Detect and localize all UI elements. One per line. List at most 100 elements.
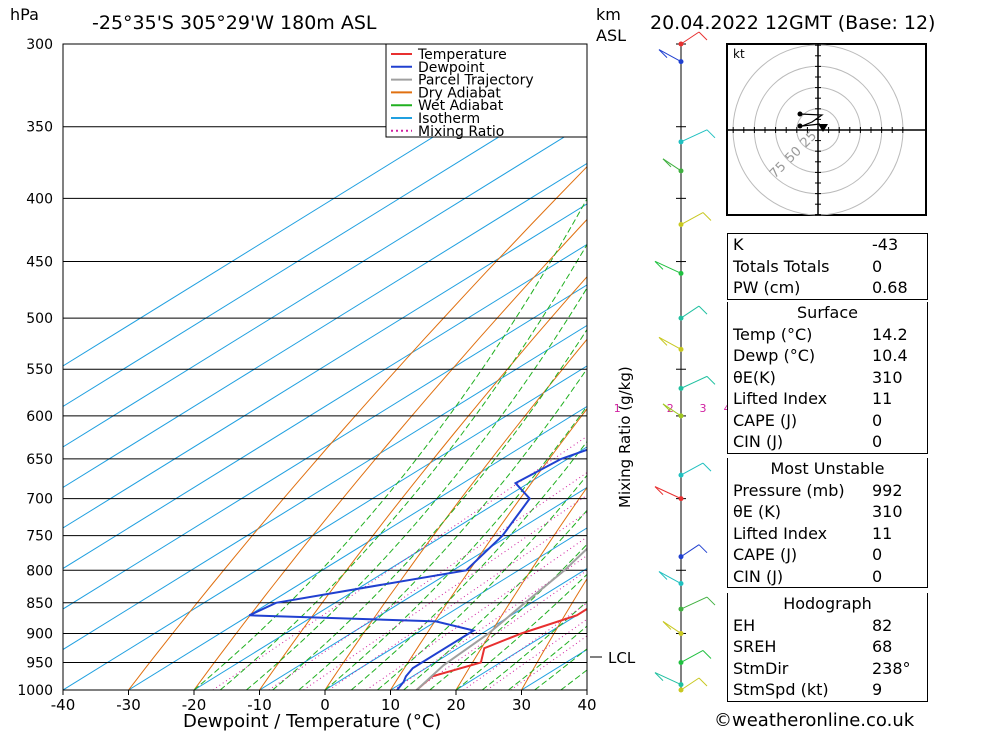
isotherm-line [324, 527, 587, 690]
mixing-ratio-line [486, 618, 587, 690]
stat-label: Temp (°C) [733, 324, 813, 344]
wind-barb [654, 260, 682, 274]
x-tick-label: -40 [51, 696, 76, 714]
stat-label: CAPE (J) [733, 410, 798, 430]
mixing-ratio-line [328, 511, 587, 690]
stat-value: 0 [872, 256, 883, 276]
wind-barb [680, 677, 700, 691]
wind-level-dot [678, 59, 684, 65]
stat-value: 11 [872, 389, 893, 409]
x-tick-label: 30 [512, 696, 531, 714]
stat-value: 310 [872, 367, 903, 387]
stat-label: PW (cm) [733, 278, 801, 298]
pressure-tick-label: 550 [26, 362, 53, 378]
location-title: -25°35'S 305°29'W 180m ASL [92, 12, 377, 34]
wind-barb [662, 158, 682, 172]
copyright: ©weatheronline.co.uk [714, 710, 915, 731]
wind-barb-flag [662, 621, 672, 630]
isotherm-line [63, 365, 587, 690]
wind-barb-flag [654, 260, 664, 270]
stat-row: CIN (J) 0 [728, 431, 927, 453]
pressure-tick-label: 450 [26, 255, 53, 271]
dry-adiabat-line [193, 218, 587, 690]
x-axis-title: Dewpoint / Temperature (°C) [183, 711, 441, 732]
wind-barb [680, 375, 708, 389]
wind-barb [680, 305, 700, 319]
x-tick-label: 20 [446, 696, 465, 714]
legend-label: Isotherm [418, 111, 480, 127]
section-title: Hodograph [783, 594, 872, 613]
stat-row: θE (K) 310 [728, 501, 927, 523]
stat-row: CAPE (J) 0 [728, 410, 927, 432]
height-axis [654, 31, 716, 693]
isotherm-line [63, 324, 587, 651]
mixing-ratio-label: 1 [614, 402, 621, 415]
stat-label: CIN (J) [733, 432, 784, 452]
stat-label: θE (K) [733, 502, 781, 522]
hodograph-stats-panel: Hodograph EH 82 SREH 68 StmDir 238° StmSpd (kt)… [727, 593, 928, 702]
stat-label: CAPE (J) [733, 545, 798, 565]
indices-panel: K -43 Totals Totals 0 PW (cm) 0.68 [727, 233, 928, 300]
isotherm-line [259, 486, 587, 690]
stat-row: StmDir 238° [728, 658, 927, 680]
x-tick-label: -20 [182, 696, 207, 714]
stat-row: θE(K) 310 [728, 367, 927, 389]
pressure-tick-label: 600 [26, 409, 53, 425]
wind-barb [680, 596, 708, 610]
stat-label: CIN (J) [733, 566, 784, 586]
wind-barb [680, 650, 704, 663]
wind-barb [662, 403, 682, 417]
pressure-tick-label: 350 [26, 120, 53, 136]
surface-panel: Surface Temp (°C) 14.2 Dewp (°C) 10.4 θE(K) 31… [727, 302, 928, 454]
lcl-label: LCL [608, 649, 636, 667]
most-unstable-panel: Most Unstable Pressure (mb) 992 θE (K) 310 Li… [727, 458, 928, 588]
wet-adiabat-line [324, 405, 587, 690]
legend-label: Wet Adiabat [418, 98, 504, 114]
wind-barb-flag [698, 677, 708, 687]
section-title: Surface [797, 303, 858, 322]
stat-value: 310 [872, 502, 903, 522]
wind-barb-flag [706, 376, 716, 385]
mixing-ratio-line [212, 435, 587, 690]
wind-barb-flag [662, 158, 672, 168]
wind-barb-flag [654, 486, 664, 495]
stat-row: StmSpd (kt) 9 [728, 679, 927, 701]
isotherm-line [63, 81, 587, 408]
series-temperature [416, 607, 587, 690]
x-tick-label: 40 [577, 696, 596, 714]
stat-row: Temp (°C) 14.2 [728, 324, 927, 346]
height-unit-km: km [596, 5, 621, 24]
series-parcel-trajectory [416, 547, 587, 690]
isotherm-line [63, 243, 587, 570]
stat-value: 82 [872, 615, 893, 635]
wind-barb [662, 621, 682, 634]
stat-row: CAPE (J) 0 [728, 544, 927, 566]
stat-value: 14.2 [872, 324, 908, 344]
wind-barb [680, 129, 708, 143]
wind-barb [680, 462, 704, 476]
pressure-tick-label: 850 [26, 596, 53, 612]
stat-label: StmSpd (kt) [733, 680, 829, 700]
stat-value: 11 [872, 523, 893, 543]
stat-value: 238° [872, 658, 911, 678]
stat-row: CIN (J) 0 [728, 566, 927, 588]
legend-box [385, 43, 588, 138]
series-dewpoint [248, 448, 587, 690]
pressure-tick-label: 700 [26, 492, 53, 508]
wet-adiabat-line [272, 328, 587, 690]
pressure-tick-label: 900 [26, 626, 53, 642]
mixing-ratio-line [366, 536, 587, 690]
isotherm-line [63, 122, 587, 448]
x-tick-label: 10 [381, 696, 400, 714]
pressure-tick-label: 400 [26, 191, 53, 207]
x-tick-label: -30 [116, 696, 141, 714]
wind-barb [658, 336, 682, 350]
mixing-ratio-line [415, 569, 587, 690]
wet-adiabat-line [219, 243, 587, 690]
hodograph-point [797, 123, 803, 129]
wind-barb-flag [706, 596, 716, 606]
stat-row: EH 82 [728, 615, 927, 637]
